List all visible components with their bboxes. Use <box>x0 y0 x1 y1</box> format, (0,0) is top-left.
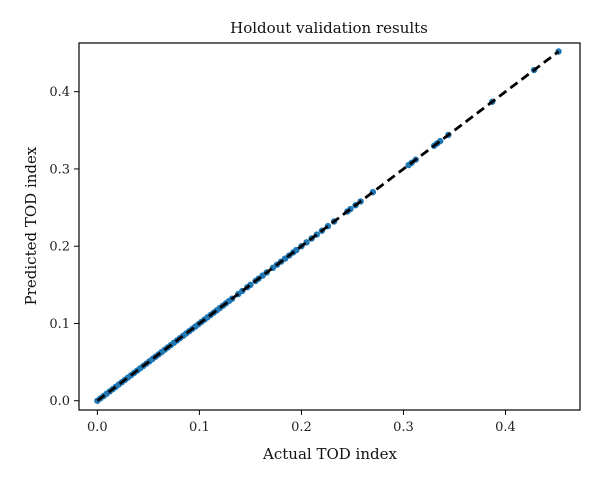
x-tick-label: 0.4 <box>495 420 516 435</box>
x-tick-label: 0.2 <box>291 420 312 435</box>
y-axis: 0.0 0.1 0.2 0.3 0.4 <box>49 85 79 409</box>
y-tick-label: 0.1 <box>49 317 70 332</box>
y-tick-label: 0.3 <box>49 162 70 177</box>
y-tick-label: 0.0 <box>49 394 70 409</box>
y-tick-label: 0.4 <box>49 85 70 100</box>
y-tick-label: 0.2 <box>49 240 70 255</box>
x-axis: 0.0 0.1 0.2 0.3 0.4 <box>87 410 516 435</box>
chart-title: Holdout validation results <box>230 19 428 37</box>
x-tick-label: 0.0 <box>87 420 108 435</box>
x-tick-label: 0.1 <box>189 420 210 435</box>
plot-frame <box>78 42 581 411</box>
x-tick-label: 0.3 <box>393 420 414 435</box>
x-axis-label: Actual TOD index <box>262 445 397 463</box>
identity-reference-line <box>96 50 560 402</box>
y-axis-label: Predicted TOD index <box>22 146 40 305</box>
data-point <box>293 246 300 254</box>
